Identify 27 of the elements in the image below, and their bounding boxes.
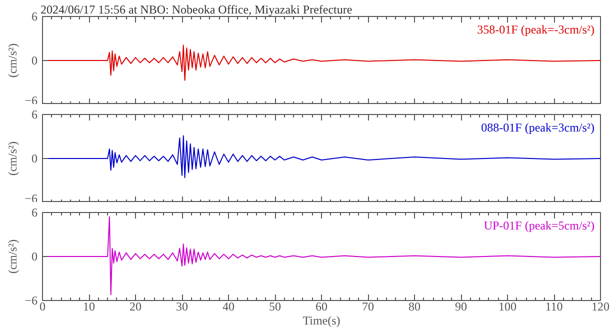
x-tick-label: 120 xyxy=(592,300,610,314)
y-tick-label: 0 xyxy=(32,54,38,68)
x-tick-label: 10 xyxy=(83,300,95,314)
y-axis-title: (cm/s²) xyxy=(6,141,20,176)
y-axis-title: (cm/s²) xyxy=(6,43,20,78)
text: UP-01F (peak=5cm/s²) xyxy=(484,218,595,232)
x-axis-title: Time(s) xyxy=(302,314,340,328)
text: 088-01F (peak=3cm/s²) xyxy=(481,120,595,134)
x-tick-label: 30 xyxy=(176,300,188,314)
y-tick-label: 6 xyxy=(32,108,38,122)
x-tick-label: 20 xyxy=(130,300,142,314)
x-tick-label: 40 xyxy=(222,300,234,314)
y-axis-title: (cm/s²) xyxy=(6,239,20,274)
y-tick-label: 0 xyxy=(32,250,38,264)
y-tick-label: −6 xyxy=(24,294,38,308)
y-tick-label: 0 xyxy=(32,152,38,166)
x-tick-label: 70 xyxy=(362,300,374,314)
text: 358-01F (peak=-3cm/s²) xyxy=(477,22,595,36)
y-tick-label: 6 xyxy=(32,10,38,24)
x-tick-label: 110 xyxy=(545,300,563,314)
chart-title: 2024/06/17 15:56 at NBO: Nobeoka Office, Miyazaki Prefecture xyxy=(40,2,352,16)
x-tick-label: 60 xyxy=(316,300,328,314)
x-tick-label: 90 xyxy=(455,300,467,314)
y-tick-label: 6 xyxy=(32,206,38,220)
x-tick-label: 100 xyxy=(498,300,516,314)
x-tick-label: 50 xyxy=(269,300,281,314)
x-tick-label: 80 xyxy=(408,300,420,314)
